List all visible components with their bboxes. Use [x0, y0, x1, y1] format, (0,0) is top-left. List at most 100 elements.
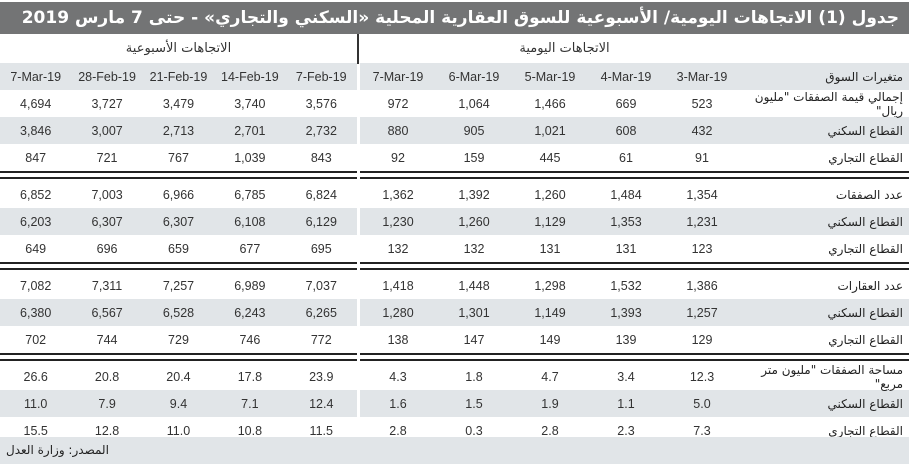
value-cell: 3,007 — [91, 123, 123, 138]
daily-section: الاتجاهات اليومية 7-Mar-19 6-Mar-19 5-Ma… — [360, 34, 909, 444]
date-cell: 6-Mar-19 — [448, 69, 500, 84]
value-cell: 159 — [463, 150, 485, 165]
row-label: القطاع السكني — [827, 396, 903, 411]
value-cell: 7,037 — [305, 278, 337, 293]
date-cell: 4-Mar-19 — [600, 69, 652, 84]
table-row: 1,362 1,392 1,260 1,484 1,354 عدد الصفقا… — [360, 181, 909, 208]
value-cell: 1.6 — [389, 396, 407, 411]
table-title: جدول (1) الاتجاهات اليومية/ الأسبوعية لل… — [0, 2, 909, 34]
value-cell: 1,484 — [610, 187, 642, 202]
value-cell: 3,740 — [234, 96, 266, 111]
table-row: 972 1,064 1,466 669 523 إجمالي قيمة الصف… — [360, 89, 909, 118]
value-cell: 847 — [25, 150, 47, 165]
value-cell: 1,021 — [534, 123, 566, 138]
value-cell: 6,129 — [305, 214, 337, 229]
value-cell: 7.1 — [241, 396, 259, 411]
value-cell: 149 — [539, 332, 561, 347]
value-cell: 147 — [463, 332, 485, 347]
value-cell: 702 — [25, 332, 47, 347]
value-cell: 4.3 — [389, 369, 407, 384]
table-row: 4.3 1.8 4.7 3.4 12.3 مساحة الصفقات "مليو… — [360, 363, 909, 391]
table-row: 11.0 7.9 9.4 7.1 12.4 — [0, 390, 357, 417]
table-row: 1,230 1,260 1,129 1,353 1,231 القطاع الس… — [360, 208, 909, 235]
value-cell: 7,311 — [91, 278, 123, 293]
group-separator — [360, 353, 909, 363]
value-cell: 696 — [96, 241, 118, 256]
value-cell: 6,307 — [91, 214, 123, 229]
value-cell: 1,257 — [686, 305, 718, 320]
table-row: 26.6 20.8 20.4 17.8 23.9 — [0, 363, 357, 390]
date-cell: 7-Mar-19 — [10, 69, 62, 84]
date-cell: 5-Mar-19 — [524, 69, 576, 84]
value-cell: 972 — [387, 96, 409, 111]
group-separator — [360, 262, 909, 272]
value-cell: 746 — [239, 332, 261, 347]
value-cell: 905 — [463, 123, 485, 138]
value-cell: 7.3 — [693, 423, 711, 438]
date-cell: 7-Mar-19 — [372, 69, 424, 84]
source-footer: المصدر: وزارة العدل — [0, 437, 909, 464]
value-cell: 4,694 — [20, 96, 52, 111]
value-cell: 20.8 — [94, 369, 120, 384]
table-row: 847 721 767 1,039 843 — [0, 144, 357, 171]
value-cell: 1,231 — [686, 214, 718, 229]
group-separator — [0, 353, 357, 363]
group-separator — [0, 262, 357, 272]
value-cell: 3,479 — [162, 96, 195, 111]
value-cell: 7,003 — [91, 187, 123, 202]
table-row: 880 905 1,021 608 432 القطاع السكني — [360, 117, 909, 144]
row-label: القطاع السكني — [827, 123, 903, 138]
value-cell: 3.4 — [617, 369, 635, 384]
source-text: المصدر: وزارة العدل — [6, 443, 109, 457]
value-cell: 12.4 — [309, 396, 334, 411]
value-cell: 1,393 — [610, 305, 642, 320]
weekly-section: الاتجاهات الأسبوعية 7-Mar-19 28-Feb-19 2… — [0, 34, 357, 444]
value-cell: 15.5 — [23, 423, 48, 438]
row-label: عدد الصفقات — [835, 187, 903, 202]
value-cell: 7,257 — [162, 278, 195, 293]
value-cell: 6,243 — [234, 305, 266, 320]
value-cell: 695 — [310, 241, 332, 256]
value-cell: 6,966 — [162, 187, 195, 202]
value-cell: 12.3 — [689, 369, 715, 384]
value-cell: 1,354 — [686, 187, 718, 202]
value-cell: 1,418 — [382, 278, 414, 293]
value-cell: 139 — [615, 332, 637, 347]
value-cell: 11.0 — [166, 423, 191, 438]
value-cell: 2,713 — [162, 123, 195, 138]
value-cell: 6,380 — [20, 305, 52, 320]
value-cell: 2,732 — [305, 123, 337, 138]
value-cell: 26.6 — [23, 369, 48, 384]
row-label: القطاع التجاري — [828, 423, 903, 438]
value-cell: 91 — [695, 150, 709, 165]
value-cell: 1,064 — [458, 96, 490, 111]
table-row: 4,694 3,727 3,479 3,740 3,576 — [0, 90, 357, 117]
value-cell: 20.4 — [166, 369, 191, 384]
value-cell: 523 — [691, 96, 713, 111]
value-cell: 729 — [168, 332, 189, 347]
value-cell: 6,307 — [162, 214, 195, 229]
date-cell: 28-Feb-19 — [78, 69, 136, 84]
value-cell: 129 — [691, 332, 713, 347]
value-cell: 1,280 — [382, 305, 414, 320]
value-cell: 744 — [96, 332, 118, 347]
value-cell: 445 — [539, 150, 561, 165]
table-row: 3,846 3,007 2,713 2,701 2,732 — [0, 117, 357, 144]
value-cell: 6,108 — [234, 214, 266, 229]
table-row: 6,203 6,307 6,307 6,108 6,129 — [0, 208, 357, 235]
value-cell: 1,298 — [534, 278, 566, 293]
value-cell: 10.8 — [237, 423, 263, 438]
value-cell: 138 — [387, 332, 409, 347]
row-label: إجمالي قيمة الصفقات "مليون ريال" — [754, 89, 903, 118]
value-cell: 2,701 — [234, 123, 266, 138]
value-cell: 23.9 — [309, 369, 334, 384]
value-cell: 880 — [387, 123, 409, 138]
value-cell: 9.4 — [169, 396, 188, 411]
table-row: 6,852 7,003 6,966 6,785 6,824 — [0, 181, 357, 208]
value-cell: 132 — [463, 241, 485, 256]
value-cell: 6,528 — [162, 305, 195, 320]
table-row: 1,280 1,301 1,149 1,393 1,257 القطاع الس… — [360, 299, 909, 326]
value-cell: 131 — [539, 241, 561, 256]
table-row: 1.6 1.5 1.9 1.1 5.0 القطاع السكني — [360, 390, 909, 417]
date-cell: 14-Feb-19 — [221, 69, 279, 84]
